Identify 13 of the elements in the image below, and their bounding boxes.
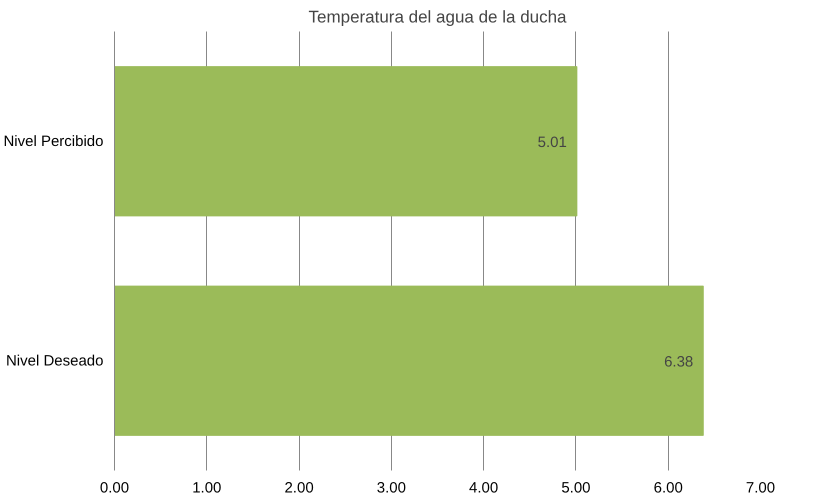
x-tick-label: 7.00 xyxy=(746,480,776,496)
chart-title: Temperatura del agua de la ducha xyxy=(308,8,568,26)
x-tick-label: 5.00 xyxy=(561,480,591,496)
data-label: 6.38 xyxy=(664,353,694,370)
x-tick-label: 4.00 xyxy=(469,480,498,496)
x-tick-label: 1.00 xyxy=(192,480,222,496)
x-tick-label: 3.00 xyxy=(376,480,406,496)
x-tick-label: 6.00 xyxy=(654,480,683,496)
x-tick-label: 2.00 xyxy=(284,480,314,496)
data-label: 5.01 xyxy=(538,134,567,151)
y-tick-label: Nivel Percibido xyxy=(3,132,104,150)
y-tick-label: Nivel Deseado xyxy=(6,352,104,370)
x-tick-label: 0.00 xyxy=(100,480,130,496)
